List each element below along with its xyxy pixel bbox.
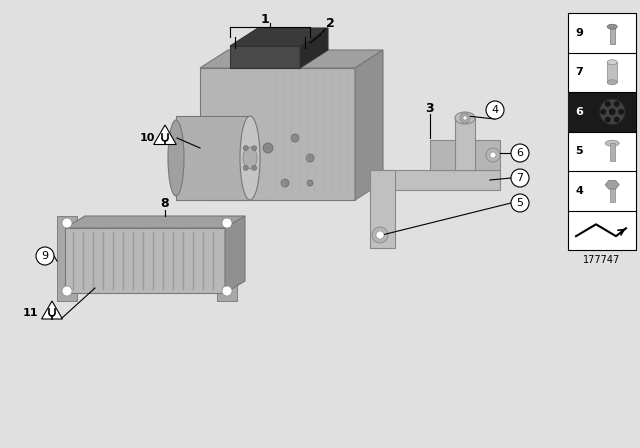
Circle shape: [291, 134, 299, 142]
Text: 8: 8: [161, 197, 170, 210]
Polygon shape: [154, 125, 176, 145]
Text: 11: 11: [22, 308, 38, 318]
Ellipse shape: [168, 120, 184, 196]
Polygon shape: [200, 50, 383, 68]
Text: 9: 9: [42, 251, 49, 261]
Text: 6: 6: [575, 107, 583, 117]
Ellipse shape: [607, 60, 617, 65]
Circle shape: [237, 165, 243, 171]
Ellipse shape: [607, 24, 617, 29]
Circle shape: [511, 194, 529, 212]
Circle shape: [372, 227, 388, 243]
Circle shape: [605, 117, 610, 122]
Circle shape: [62, 286, 72, 296]
Text: 7: 7: [516, 173, 524, 183]
Text: 2: 2: [326, 17, 334, 30]
Polygon shape: [225, 216, 245, 293]
Polygon shape: [65, 216, 245, 228]
Circle shape: [237, 135, 243, 141]
Ellipse shape: [605, 140, 620, 146]
Text: 10: 10: [140, 133, 155, 143]
Text: 1: 1: [260, 13, 269, 26]
Ellipse shape: [243, 147, 257, 169]
Circle shape: [490, 152, 496, 158]
Circle shape: [263, 143, 273, 153]
Circle shape: [486, 101, 504, 119]
Polygon shape: [230, 46, 300, 68]
Text: 4: 4: [492, 105, 499, 115]
Circle shape: [252, 146, 257, 151]
Text: 5: 5: [516, 198, 524, 208]
Ellipse shape: [240, 116, 260, 200]
Text: 177747: 177747: [584, 255, 621, 265]
Polygon shape: [200, 68, 355, 200]
Circle shape: [243, 146, 248, 151]
Circle shape: [511, 144, 529, 162]
Text: 9: 9: [575, 28, 583, 38]
Circle shape: [281, 179, 289, 187]
Circle shape: [306, 154, 314, 162]
Circle shape: [36, 247, 54, 265]
Text: 5: 5: [575, 146, 583, 156]
Polygon shape: [42, 301, 63, 319]
Circle shape: [486, 148, 500, 162]
Polygon shape: [355, 50, 383, 200]
Ellipse shape: [607, 80, 617, 85]
Circle shape: [619, 109, 624, 114]
Bar: [607, 62, 617, 82]
Polygon shape: [370, 170, 500, 190]
Bar: [568, 92, 636, 132]
Text: 4: 4: [575, 186, 583, 196]
Bar: [610, 143, 614, 161]
Polygon shape: [300, 28, 328, 68]
Circle shape: [511, 169, 529, 187]
Polygon shape: [430, 140, 500, 170]
Bar: [217, 216, 237, 301]
Circle shape: [62, 218, 72, 228]
Circle shape: [599, 99, 625, 125]
Polygon shape: [230, 28, 328, 46]
Circle shape: [222, 286, 232, 296]
Circle shape: [605, 101, 610, 107]
Text: 7: 7: [575, 67, 583, 77]
Polygon shape: [65, 228, 225, 293]
Polygon shape: [605, 181, 620, 189]
Polygon shape: [455, 118, 475, 170]
Circle shape: [252, 165, 257, 170]
Circle shape: [614, 101, 620, 107]
Text: 6: 6: [516, 148, 524, 158]
Circle shape: [460, 113, 470, 123]
Bar: [610, 28, 614, 44]
Ellipse shape: [455, 112, 475, 124]
Polygon shape: [370, 170, 395, 248]
Circle shape: [376, 231, 384, 239]
Polygon shape: [176, 116, 250, 200]
Circle shape: [222, 218, 232, 228]
Circle shape: [601, 109, 605, 114]
Bar: [568, 13, 636, 250]
Circle shape: [243, 165, 248, 170]
Circle shape: [614, 117, 620, 122]
Circle shape: [307, 180, 313, 186]
Bar: [57, 216, 77, 301]
Text: 3: 3: [426, 102, 435, 115]
Circle shape: [609, 109, 615, 115]
Bar: [610, 187, 614, 202]
Circle shape: [463, 116, 467, 120]
